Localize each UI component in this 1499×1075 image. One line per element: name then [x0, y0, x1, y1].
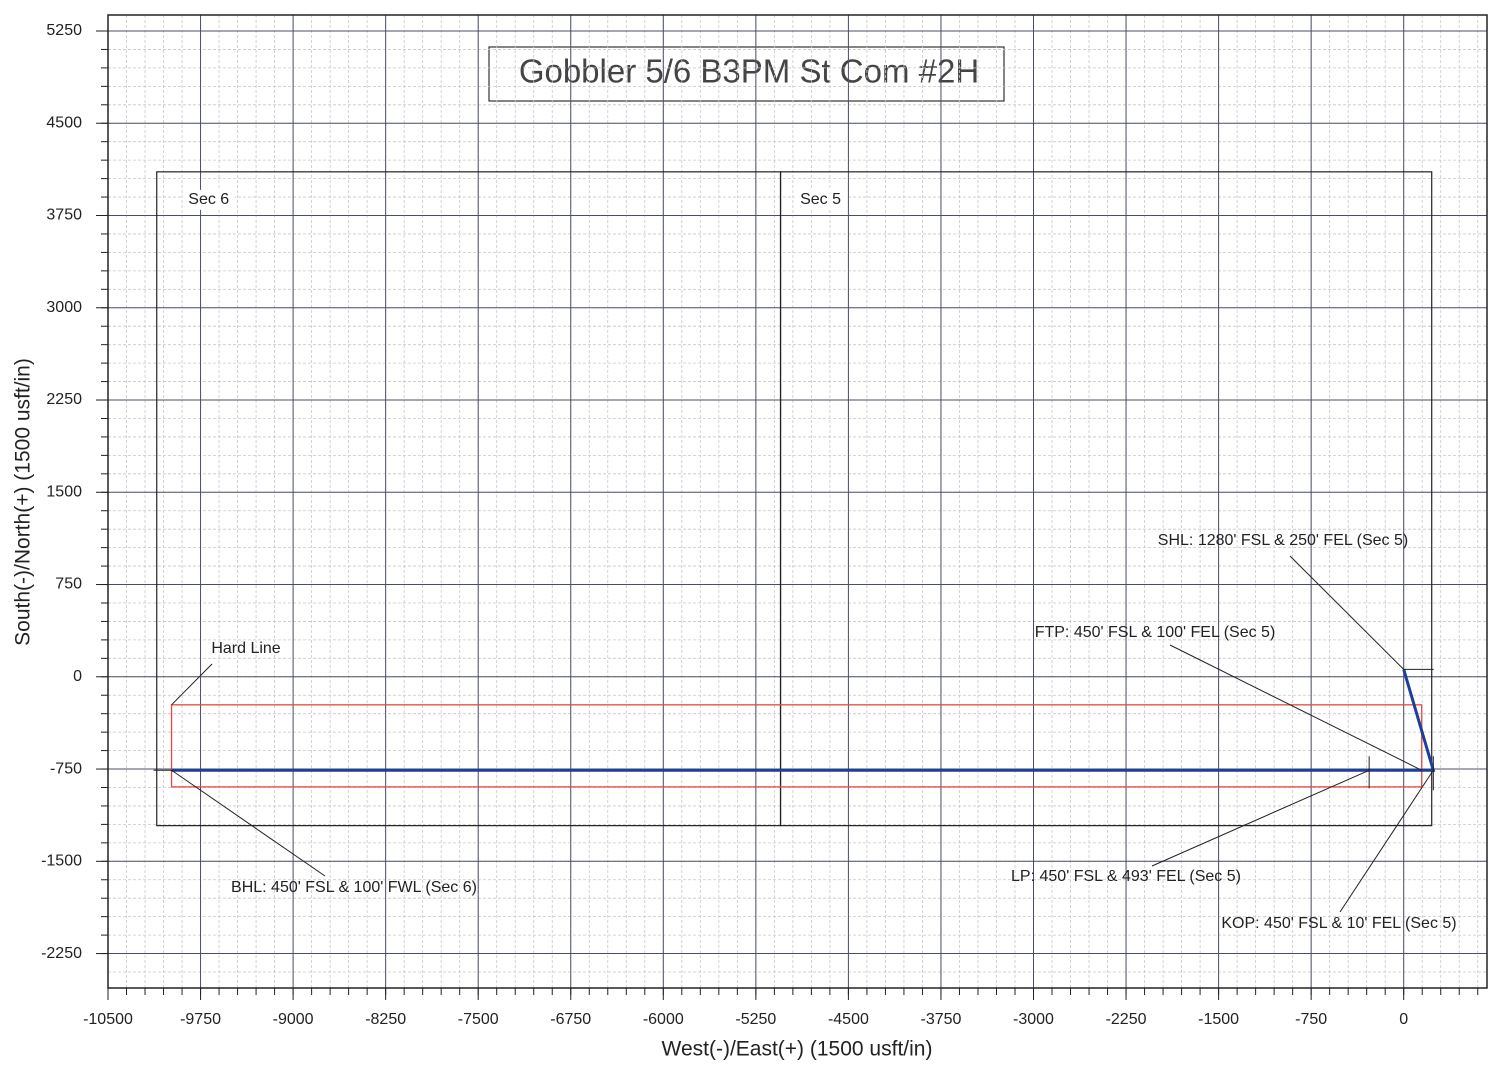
x-tick-label: -7500 [458, 1011, 499, 1028]
y-tick-label: -750 [50, 760, 82, 777]
x-tick-label: -5250 [735, 1011, 776, 1028]
leader-line [1289, 555, 1405, 670]
annotation: LP: 450' FSL & 493' FEL (Sec 5) [1011, 868, 1241, 885]
y-tick-label: 5250 [46, 22, 82, 39]
x-tick-label: -6000 [643, 1011, 684, 1028]
plot-frame [107, 14, 1488, 989]
x-tick-label: 0 [1399, 1011, 1408, 1028]
label-bg [794, 189, 847, 210]
x-tick-label: -2250 [1106, 1011, 1147, 1028]
y-tick-label: 3000 [46, 299, 82, 316]
y-tick-label: 2250 [46, 391, 82, 408]
x-tick-label: -9000 [273, 1011, 314, 1028]
leader-line [171, 663, 213, 706]
hard-line [170, 704, 1423, 788]
y-tick-label: 4500 [46, 114, 82, 131]
y-tick-label: -1500 [41, 853, 82, 870]
annotation: KOP: 450' FSL & 10' FEL (Sec 5) [1221, 915, 1456, 932]
y-tick-label: 750 [55, 576, 82, 593]
leader-line [1169, 644, 1422, 771]
x-tick-label: -3750 [920, 1011, 961, 1028]
x-tick-label: -6750 [550, 1011, 591, 1028]
chart-title: Gobbler 5/6 B3PM St Com #2H [519, 53, 979, 90]
x-tick-label: -8250 [365, 1011, 406, 1028]
y-tick-label: 0 [73, 668, 82, 685]
x-tick-label: -3000 [1013, 1011, 1054, 1028]
x-tick-label: -10500 [83, 1011, 133, 1028]
annotation: FTP: 450' FSL & 100' FEL (Sec 5) [1035, 624, 1276, 641]
y-tick-label: 1500 [46, 483, 82, 500]
section-boundary [156, 171, 782, 827]
y-tick-label: -2250 [41, 945, 82, 962]
section-label: Sec 6 [188, 191, 229, 208]
leader-line [1151, 769, 1370, 867]
annotation: SHL: 1280' FSL & 250' FEL (Sec 5) [1158, 532, 1408, 549]
hard-line-label: Hard Line [211, 640, 280, 657]
x-tick-label: -750 [1295, 1011, 1327, 1028]
x-axis-label: West(-)/East(+) (1500 usft/in) [662, 1038, 933, 1061]
x-tick-label: -4500 [828, 1011, 869, 1028]
title-box [488, 46, 1005, 102]
y-axis-label: South(-)/North(+) (1500 usft/in) [12, 358, 35, 646]
annotation: BHL: 450' FSL & 100' FWL (Sec 6) [231, 879, 477, 896]
leader-line [1339, 769, 1434, 913]
section-label: Sec 5 [800, 191, 841, 208]
x-tick-label: -9750 [180, 1011, 221, 1028]
leader-line [171, 769, 326, 877]
x-tick-label: -1500 [1198, 1011, 1239, 1028]
section-boundary [779, 171, 1433, 827]
label-bg [182, 189, 235, 210]
y-tick-label: 3750 [46, 207, 82, 224]
wellbore-path [171, 668, 1436, 772]
